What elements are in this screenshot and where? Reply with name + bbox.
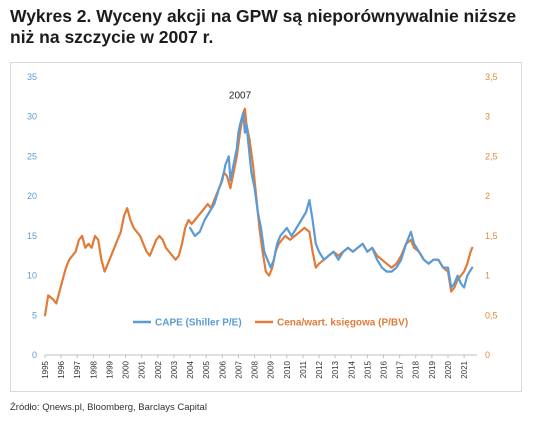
right-tick-label: 3,5 [485,72,498,82]
right-tick-label: 2,5 [485,151,498,161]
x-tick-label: 2021 [460,360,469,378]
x-tick-label: 1996 [57,360,66,378]
x-tick-label: 2018 [412,360,421,378]
series-layer [43,107,474,317]
x-tick-label: 2006 [218,360,227,378]
series-line-cape [189,111,474,289]
x-tick-label: 2012 [315,360,324,378]
x-tick-label: 2000 [122,360,131,378]
left-tick-label: 5 [32,310,37,320]
left-tick-label: 20 [27,191,37,201]
x-tick-label: 2020 [444,360,453,378]
x-tick-label: 2008 [251,360,260,378]
x-axis: 1995 1996 1997 1998 1999 2000 2001 2002 2003 2004… [41,354,477,379]
x-tick-label: 2003 [170,360,179,378]
source-note: Źródło: Qnews.pl, Bloomberg, Barclays Ca… [10,402,207,413]
legend: CAPE (Shiller P/E) Cena/wart. księgowa (P… [133,318,408,329]
left-tick-label: 35 [27,72,37,82]
left-tick-label: 25 [27,151,37,161]
x-tick-label: 2001 [138,360,147,378]
x-tick-label: 2004 [186,360,195,378]
left-tick-label: 0 [32,350,37,360]
right-axis-ticks: 0 0,5 1 1,5 2 2,5 3 3,5 [485,72,498,360]
legend-label-cape: CAPE (Shiller P/E) [155,318,242,329]
x-tick-label: 2007 [234,360,243,378]
right-tick-label: 0 [485,350,490,360]
left-tick-label: 15 [27,231,37,241]
x-tick-label: 2011 [299,360,308,378]
x-tick-label: 1997 [73,360,82,378]
annotation-layer: 2007 [229,90,252,101]
x-tick-label: 2002 [154,360,163,378]
series-line-pbv [43,107,474,317]
x-tick-label: 1995 [41,360,50,378]
right-tick-label: 0,5 [485,310,498,320]
x-tick-label: 2009 [267,360,276,378]
legend-label-pbv: Cena/wart. księgowa (P/BV) [277,318,408,329]
dual-axis-line-chart: 0 5 10 15 20 25 30 35 0 0,5 1 1,5 2 2,5 3 3,5 1995 1996… [27,72,498,379]
x-tick-label: 1999 [105,360,114,378]
x-tick-label: 2015 [363,360,372,378]
chart-heading: Wykres 2. Wyceny akcji na GPW są nieporó… [10,6,517,47]
x-tick-label: 2013 [331,360,340,378]
right-tick-label: 3 [485,112,490,122]
x-tick-label: 2019 [428,360,437,378]
x-tick-label: 2005 [202,360,211,378]
x-tick-label: 2014 [347,360,356,378]
x-tick-label: 2017 [396,360,405,378]
left-axis-ticks: 0 5 10 15 20 25 30 35 [27,72,37,360]
right-tick-label: 2 [485,191,490,201]
right-tick-label: 1 [485,271,490,281]
peak-annotation: 2007 [229,90,252,101]
chart-panel: 0 5 10 15 20 25 30 35 0 0,5 1 1,5 2 2,5 3 3,5 1995 1996… [10,62,522,392]
x-tick-label: 2010 [283,360,292,378]
left-tick-label: 30 [27,112,37,122]
left-tick-label: 10 [27,271,37,281]
right-tick-label: 1,5 [485,231,498,241]
x-tick-label: 2016 [380,360,389,378]
x-tick-label: 1998 [89,360,98,378]
